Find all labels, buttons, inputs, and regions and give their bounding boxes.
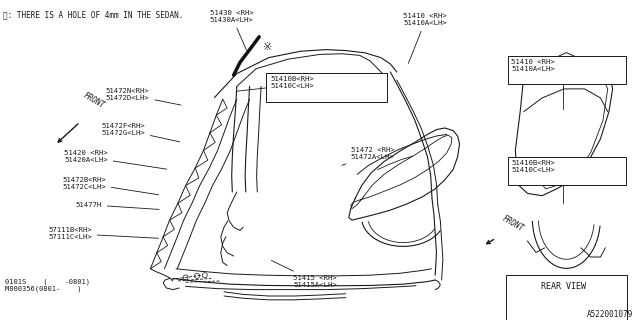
Text: 57111B<RH>
57111C<LH>: 57111B<RH> 57111C<LH> [48,227,159,240]
Bar [508,157,626,185]
Text: REAR VIEW: REAR VIEW [541,282,586,291]
Text: 51420 <RH>
51420A<LH>: 51420 <RH> 51420A<LH> [64,150,167,169]
Text: 51472F<RH>
51472G<LH>: 51472F<RH> 51472G<LH> [101,123,180,142]
Text: 51410B<RH>
51410C<LH>: 51410B<RH> 51410C<LH> [511,160,555,173]
Bar [266,73,387,102]
Text: 51472N<RH>
51472D<LH>: 51472N<RH> 51472D<LH> [106,88,181,105]
Text: 51410 <RH>
51410A<LH>: 51410 <RH> 51410A<LH> [511,59,555,72]
Text: 51472B<RH>
51472C<LH>: 51472B<RH> 51472C<LH> [62,177,159,195]
Text: FRONT: FRONT [82,91,106,110]
Text: 51410 <RH>
51410A<LH>: 51410 <RH> 51410A<LH> [403,13,447,27]
Text: ※: THERE IS A HOLE OF 4mm IN THE SEDAN.: ※: THERE IS A HOLE OF 4mm IN THE SEDAN. [3,10,184,19]
Text: 51410B<RH>
51410C<LH>: 51410B<RH> 51410C<LH> [271,76,314,89]
Text: A522001079: A522001079 [588,310,634,319]
Text: 51477H: 51477H [76,202,159,209]
Text: 51430 <RH>
51430A<LH>: 51430 <RH> 51430A<LH> [210,10,253,50]
Text: 0101S    (    -0801)
M000356(0801-    ): 0101S ( -0801) M000356(0801- ) [5,278,90,292]
Bar [506,275,627,320]
Text: 51415 <RH>
51415A<LH>: 51415 <RH> 51415A<LH> [271,260,337,288]
Text: 51472 <RH>
51472A<LH>: 51472 <RH> 51472A<LH> [342,147,394,165]
Text: FRONT: FRONT [501,214,525,233]
Text: ※: ※ [263,42,272,52]
Bar [508,56,626,84]
